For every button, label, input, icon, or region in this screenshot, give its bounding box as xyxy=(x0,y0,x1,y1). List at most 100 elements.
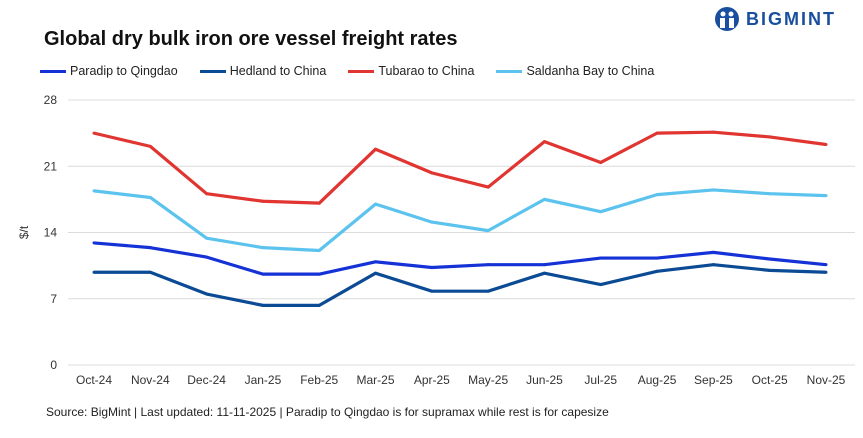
data-point xyxy=(205,236,209,240)
data-point xyxy=(317,272,321,276)
data-point xyxy=(374,260,378,264)
data-point xyxy=(148,246,152,250)
data-point xyxy=(542,263,546,267)
data-point xyxy=(148,195,152,199)
legend-swatch xyxy=(199,69,226,73)
data-point xyxy=(261,272,265,276)
data-point xyxy=(486,229,490,233)
data-point xyxy=(261,199,265,203)
data-point xyxy=(317,303,321,307)
data-point xyxy=(261,246,265,250)
data-point xyxy=(768,257,772,261)
data-point xyxy=(205,292,209,296)
logo-text: BIGMINT xyxy=(746,8,836,29)
x-tick-label: May-25 xyxy=(468,373,508,387)
data-point xyxy=(599,256,603,260)
data-point xyxy=(92,270,96,274)
y-tick-label: 21 xyxy=(44,159,58,173)
data-point xyxy=(655,193,659,197)
data-point xyxy=(824,263,828,267)
series-line-hedland-to-china xyxy=(94,263,827,307)
series-line-saldanha-bay-to-china xyxy=(93,188,827,253)
y-tick-label: 0 xyxy=(50,358,57,372)
data-point xyxy=(430,289,434,293)
data-point xyxy=(655,256,659,260)
data-point xyxy=(261,303,265,307)
legend-label: Paradip to Qingdao xyxy=(70,64,178,78)
data-point xyxy=(205,255,209,259)
x-tick-label: Jan-25 xyxy=(245,373,282,387)
data-point xyxy=(711,250,715,254)
data-point xyxy=(711,188,715,192)
data-point xyxy=(824,142,828,146)
data-point xyxy=(486,185,490,189)
legend-label: Hedland to China xyxy=(229,64,327,78)
data-point xyxy=(768,135,772,139)
data-point xyxy=(768,192,772,196)
x-tick-label: Sep-25 xyxy=(694,373,733,387)
data-point xyxy=(542,197,546,201)
data-point xyxy=(599,160,603,164)
x-tick-label: Oct-25 xyxy=(752,373,788,387)
y-tick-label: 28 xyxy=(44,93,58,107)
x-tick-label: Aug-25 xyxy=(638,373,677,387)
x-tick-label: Nov-24 xyxy=(131,373,170,387)
legend: Paradip to Qingdao Hedland to China Tubara… xyxy=(40,64,654,78)
data-point xyxy=(542,140,546,144)
data-point xyxy=(711,130,715,134)
data-point xyxy=(148,270,152,274)
data-point xyxy=(430,266,434,270)
chart-title: Global dry bulk iron ore vessel freight … xyxy=(44,28,458,50)
x-tick-label: Jul-25 xyxy=(584,373,617,387)
data-point xyxy=(374,202,378,206)
y-tick-label: 14 xyxy=(44,226,58,240)
data-point xyxy=(599,210,603,214)
data-point xyxy=(92,189,96,193)
x-tick-label: Jun-25 xyxy=(526,373,563,387)
y-axis-label: $/t xyxy=(17,225,31,239)
bigmint-logo: BIGMINT xyxy=(714,6,836,32)
series-line-paradip-to-qingdao xyxy=(93,241,827,276)
series-line-tubarao-to-china xyxy=(93,130,827,205)
legend-item: Saldanha Bay to China xyxy=(496,64,654,78)
legend-item: Tubarao to China xyxy=(348,64,474,78)
x-tick-label: Oct-24 xyxy=(76,373,112,387)
data-point xyxy=(599,283,603,287)
data-point xyxy=(430,220,434,224)
data-point xyxy=(768,268,772,272)
y-tick-label: 7 xyxy=(50,292,57,306)
data-point xyxy=(655,131,659,135)
data-point xyxy=(374,147,378,151)
x-tick-label: Feb-25 xyxy=(300,373,338,387)
data-point xyxy=(824,194,828,198)
x-tick-label: Dec-24 xyxy=(187,373,226,387)
source-note: Source: BigMint | Last updated: 11-11-20… xyxy=(46,405,609,419)
data-point xyxy=(542,271,546,275)
data-point xyxy=(655,269,659,273)
data-point xyxy=(148,144,152,148)
data-point xyxy=(92,131,96,135)
data-point xyxy=(317,248,321,252)
data-point xyxy=(486,289,490,293)
bigmint-logo-icon xyxy=(715,7,739,31)
data-point xyxy=(430,171,434,175)
data-point xyxy=(824,270,828,274)
data-point xyxy=(92,241,96,245)
legend-item: Paradip to Qingdao xyxy=(40,64,178,78)
legend-label: Saldanha Bay to China xyxy=(526,64,655,78)
x-tick-label: Nov-25 xyxy=(807,373,846,387)
data-point xyxy=(317,201,321,205)
legend-swatch xyxy=(40,69,66,73)
data-point xyxy=(486,263,490,267)
x-tick-label: Mar-25 xyxy=(357,373,395,387)
data-point xyxy=(711,263,715,267)
legend-swatch xyxy=(496,69,523,73)
data-point xyxy=(374,271,378,275)
legend-item: Hedland to China xyxy=(199,64,327,78)
legend-label: Tubarao to China xyxy=(378,64,475,78)
legend-swatch xyxy=(348,69,375,73)
data-point xyxy=(205,192,209,196)
x-tick-label: Apr-25 xyxy=(414,373,450,387)
